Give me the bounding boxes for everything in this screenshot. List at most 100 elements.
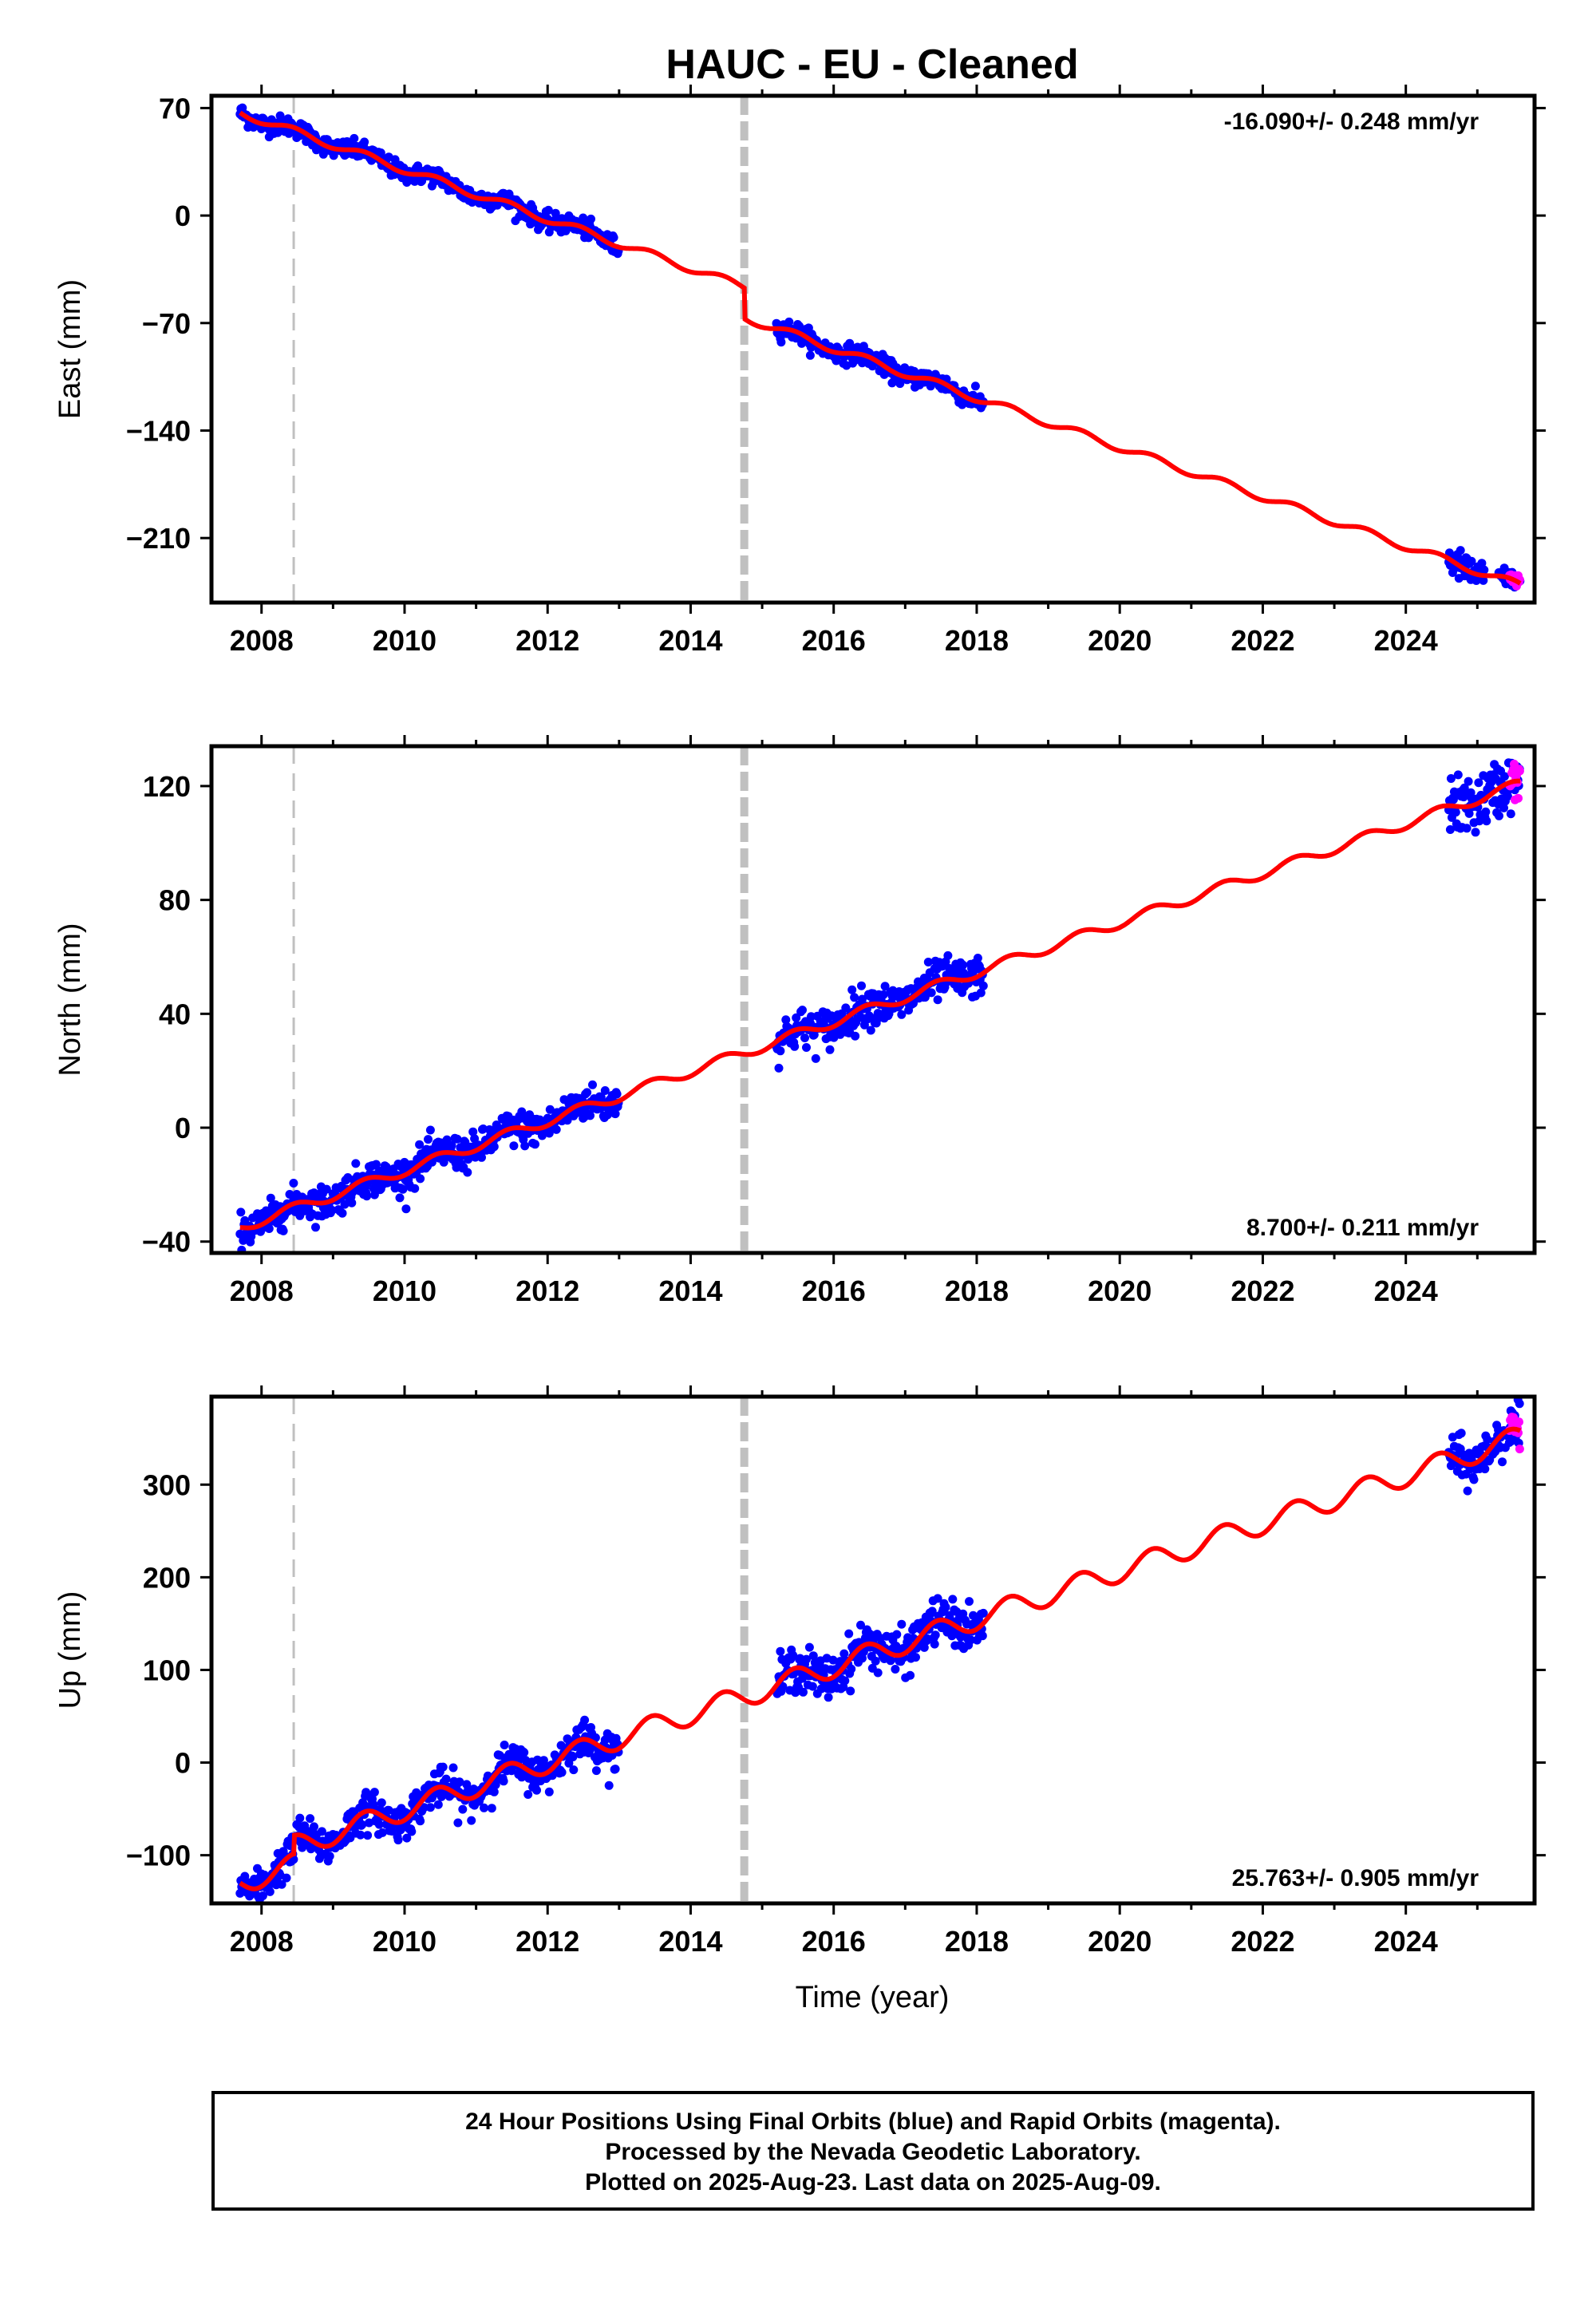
- data-point: [933, 995, 942, 1005]
- data-point: [1448, 795, 1458, 804]
- data-point: [871, 1656, 880, 1666]
- data-point: [416, 1816, 425, 1826]
- data-point: [612, 1089, 622, 1099]
- y-tick-label: 120: [143, 770, 191, 803]
- data-point: [1462, 824, 1472, 833]
- data-point: [586, 1111, 595, 1120]
- data-point: [1503, 792, 1512, 801]
- data-point: [568, 1753, 578, 1761]
- data-point: [776, 1046, 785, 1056]
- data-point: [774, 1063, 784, 1073]
- y-axis-label: Up (mm): [53, 1591, 87, 1709]
- data-point: [306, 1814, 315, 1824]
- data-point: [265, 1887, 275, 1896]
- data-point: [407, 1827, 417, 1836]
- data-point: [886, 1656, 895, 1666]
- footer-line-3: Plotted on 2025-Aug-23. Last data on 202…: [585, 2169, 1161, 2195]
- data-point: [1514, 793, 1523, 803]
- data-point: [978, 1631, 987, 1641]
- data-point: [464, 1155, 473, 1164]
- x-tick-label: 2020: [1088, 1925, 1152, 1958]
- data-point: [415, 1140, 425, 1149]
- x-tick-label: 2014: [658, 1275, 722, 1307]
- data-point: [356, 1830, 365, 1840]
- data-point: [591, 1766, 601, 1776]
- footer-box: 24 Hour Positions Using Final Orbits (bl…: [211, 2091, 1535, 2211]
- data-point: [930, 1639, 939, 1649]
- data-point: [906, 1670, 915, 1680]
- y-tick-label: 0: [175, 1112, 191, 1144]
- data-point: [784, 317, 794, 326]
- data-point: [1482, 816, 1491, 826]
- data-point: [387, 1827, 397, 1836]
- data-point: [933, 1594, 942, 1603]
- data-point: [532, 1785, 541, 1795]
- x-tick-label: 2020: [1088, 624, 1152, 657]
- data-point: [806, 1012, 816, 1022]
- data-point: [362, 1192, 372, 1201]
- data-point: [788, 1650, 798, 1660]
- x-tick-label: 2012: [516, 1925, 579, 1958]
- data-point: [802, 1654, 811, 1664]
- data-point: [1480, 1464, 1490, 1474]
- data-point: [282, 1873, 291, 1883]
- data-point: [544, 1787, 554, 1796]
- data-point: [551, 1124, 561, 1134]
- data-point: [1479, 575, 1488, 585]
- y-tick-label: 0: [175, 1747, 191, 1780]
- data-point: [1495, 811, 1503, 820]
- data-point: [880, 982, 890, 991]
- data-point: [393, 1836, 403, 1845]
- data-point: [966, 1635, 975, 1645]
- data-point: [266, 1193, 275, 1203]
- data-point: [369, 1800, 378, 1809]
- data-point: [778, 1682, 788, 1691]
- data-point: [420, 1803, 429, 1812]
- data-point: [1451, 808, 1460, 817]
- data-point: [943, 951, 953, 960]
- data-point: [1498, 1457, 1507, 1467]
- x-tick-label: 2016: [802, 1275, 866, 1307]
- data-point: [892, 1630, 902, 1639]
- data-point: [395, 1193, 405, 1203]
- x-tick-label: 2024: [1374, 1925, 1438, 1958]
- data-point: [800, 1034, 809, 1042]
- data-point: [846, 1686, 855, 1696]
- data-point: [433, 1800, 443, 1809]
- data-point: [398, 1184, 408, 1194]
- data-point: [489, 1787, 499, 1796]
- x-tick-label: 2010: [373, 1275, 437, 1307]
- y-axis-label: East (mm): [53, 279, 87, 419]
- y-tick-label: 70: [159, 92, 191, 124]
- panels: 2008 2010 2012 2014 2016 2018 2020 2022 2024 70 0 −…: [53, 85, 1546, 1958]
- data-point: [351, 1159, 361, 1168]
- data-point: [776, 338, 786, 347]
- y-tick-label: −40: [142, 1226, 191, 1259]
- data-point: [604, 1780, 614, 1790]
- data-point: [927, 1607, 937, 1616]
- data-point: [1464, 777, 1473, 786]
- data-point: [424, 1135, 433, 1144]
- data-point: [295, 1813, 305, 1823]
- y-tick-label: 300: [143, 1468, 191, 1501]
- chart-title: HAUC - EU - Cleaned: [666, 41, 1078, 88]
- data-point: [453, 1818, 463, 1828]
- x-tick-label: 2012: [516, 1275, 579, 1307]
- data-point: [402, 1833, 412, 1843]
- data-point: [879, 990, 888, 999]
- data-point: [811, 1053, 820, 1063]
- data-point: [1463, 1486, 1472, 1496]
- data-point: [587, 214, 595, 223]
- x-tick-label: 2024: [1374, 1275, 1438, 1307]
- data-point: [891, 1642, 901, 1650]
- data-point: [610, 1765, 620, 1774]
- data-point: [289, 1179, 298, 1188]
- x-tick-label: 2014: [658, 1925, 722, 1958]
- panel-east: 2008 2010 2012 2014 2016 2018 2020 2022 2024 70 0 −…: [53, 85, 1546, 657]
- data-point: [926, 988, 936, 998]
- data-point: [805, 350, 815, 360]
- data-point: [1456, 546, 1465, 555]
- data-point: [948, 1595, 958, 1604]
- data-point: [873, 1668, 883, 1678]
- y-axis-label: North (mm): [53, 923, 87, 1076]
